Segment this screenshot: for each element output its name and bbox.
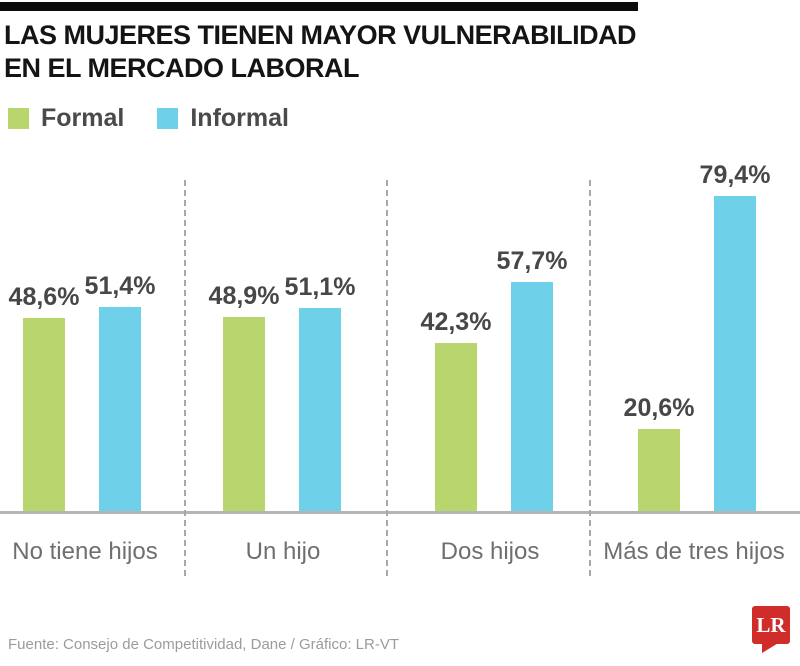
- lr-logo-text: LR: [756, 612, 786, 637]
- category-label-un-hijo: Un hijo: [245, 538, 321, 565]
- value-label-informal-un-hijo: 51,1%: [284, 273, 356, 301]
- category-label-mas-de-tres-hijos: Más de tres hijos: [603, 538, 785, 565]
- group-separator: [184, 180, 186, 576]
- legend-item-informal: Informal: [157, 104, 289, 133]
- value-label-informal-dos-hijos: 57,7%: [496, 247, 568, 275]
- bar-informal-no-tiene-hijos: [99, 307, 141, 511]
- bar-informal-dos-hijos: [511, 282, 553, 511]
- source-caption: Fuente: Consejo de Competitividad, Dane …: [8, 636, 400, 653]
- category-label-no-tiene-hijos: No tiene hijos: [12, 538, 158, 565]
- formal-color-swatch: [8, 108, 29, 129]
- value-label-formal-dos-hijos: 42,3%: [420, 308, 492, 336]
- legend-label-formal: Formal: [41, 104, 125, 132]
- informal-color-swatch: [157, 108, 179, 129]
- page-title-line1: LAS MUJERES TIENEN MAYOR VULNERABILIDAD: [4, 20, 637, 50]
- bar-formal-un-hijo: [223, 317, 265, 511]
- legend-label-informal: Informal: [190, 104, 289, 132]
- chart-legend: Formal Informal: [8, 104, 289, 133]
- bar-formal-mas-de-tres-hijos: [638, 429, 680, 511]
- page-title-line2: EN EL MERCADO LABORAL: [4, 53, 360, 83]
- legend-item-formal: Formal: [8, 104, 124, 133]
- page-title: LAS MUJERES TIENEN MAYOR VULNERABILIDAD …: [4, 19, 684, 85]
- value-label-informal-mas-de-tres-hijos: 79,4%: [699, 161, 771, 189]
- x-axis-baseline: [0, 511, 800, 514]
- bar-informal-un-hijo: [299, 308, 341, 511]
- group-separator: [589, 180, 591, 576]
- bar-formal-dos-hijos: [435, 343, 477, 511]
- value-label-formal-no-tiene-hijos: 48,6%: [8, 283, 80, 311]
- lr-logo: LR: [752, 606, 792, 656]
- group-separator: [386, 180, 388, 576]
- value-label-formal-un-hijo: 48,9%: [208, 282, 280, 310]
- lr-logo-tail: [762, 642, 780, 653]
- value-label-formal-mas-de-tres-hijos: 20,6%: [623, 394, 695, 422]
- category-label-dos-hijos: Dos hijos: [440, 538, 540, 565]
- lr-logo-box: LR: [752, 606, 790, 644]
- value-label-informal-no-tiene-hijos: 51,4%: [84, 272, 156, 300]
- title-accent-bar: [0, 2, 638, 11]
- bar-formal-no-tiene-hijos: [23, 318, 65, 511]
- bar-informal-mas-de-tres-hijos: [714, 196, 756, 511]
